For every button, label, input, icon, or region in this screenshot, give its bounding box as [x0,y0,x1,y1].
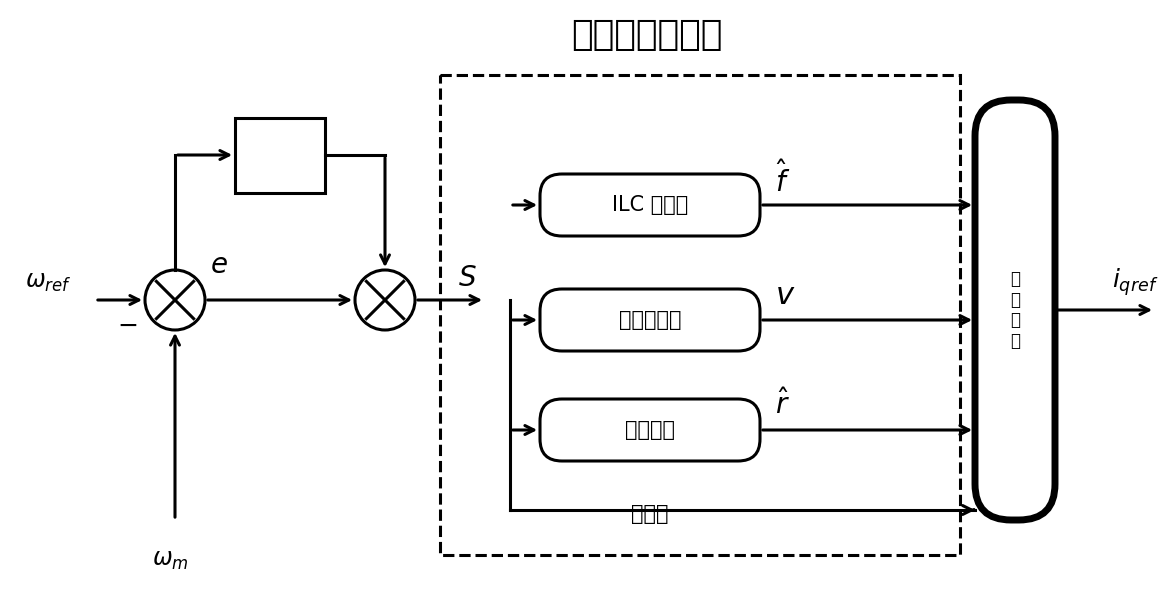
Text: 自适应律: 自适应律 [624,420,675,440]
Text: $i_{qref}$: $i_{qref}$ [1111,266,1158,298]
FancyBboxPatch shape [540,289,760,351]
Text: 滑模控制律: 滑模控制律 [619,310,681,330]
Text: $v$: $v$ [775,281,795,309]
Text: /: / [276,154,283,173]
Text: $-$: $-$ [116,313,138,337]
Text: $\omega_{ref}$: $\omega_{ref}$ [25,270,72,294]
Text: 其他项: 其他项 [632,504,669,524]
Text: $S$: $S$ [457,264,476,292]
Text: $s$: $s$ [274,169,287,189]
Text: 嵌
套
叠
加: 嵌 套 叠 加 [1010,270,1020,350]
Text: $\hat{r}$: $\hat{r}$ [775,389,790,420]
Text: ILC 控制律: ILC 控制律 [612,195,688,215]
FancyBboxPatch shape [540,174,760,236]
Text: 鲁棒迭代控制器: 鲁棒迭代控制器 [572,18,722,52]
Text: $e$: $e$ [211,251,228,279]
Text: $\omega_{m}$: $\omega_{m}$ [152,548,188,572]
Text: $\hat{f}$: $\hat{f}$ [775,161,790,199]
FancyBboxPatch shape [235,117,325,193]
FancyBboxPatch shape [540,399,760,461]
FancyBboxPatch shape [975,100,1055,520]
Text: $c$: $c$ [273,137,287,157]
